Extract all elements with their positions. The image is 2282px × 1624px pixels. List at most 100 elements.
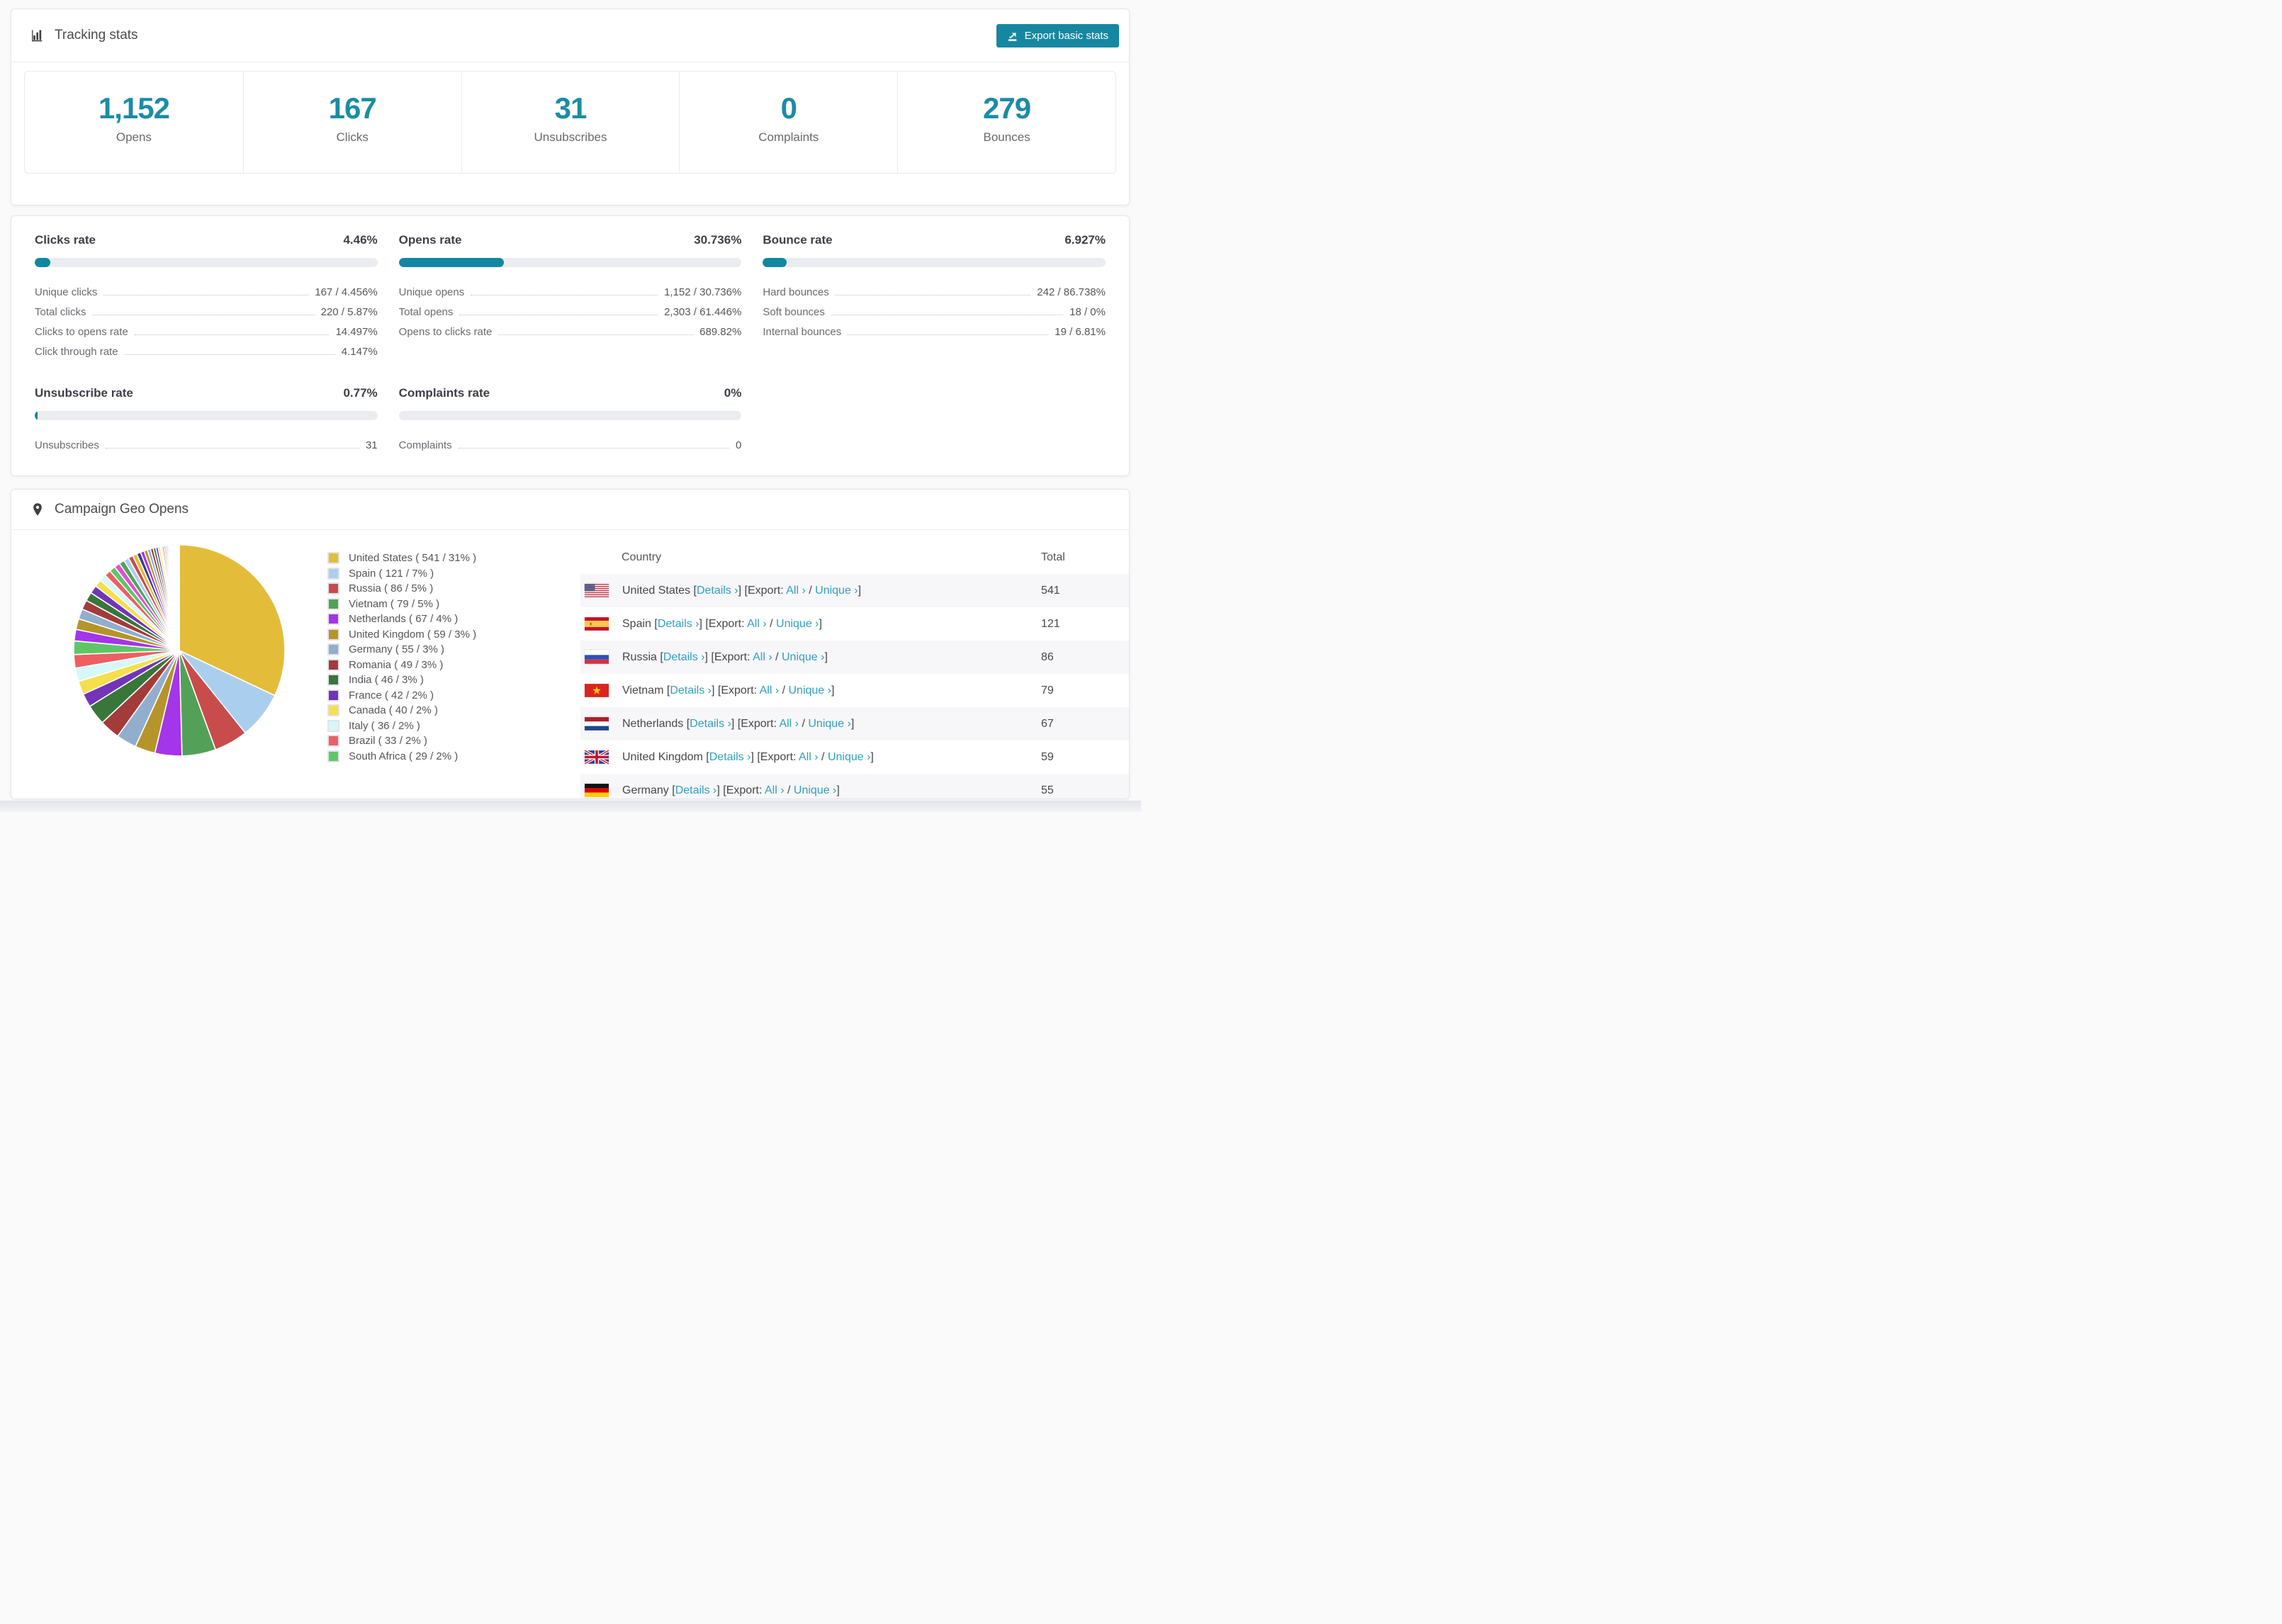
- rate-metric-row: Unique opens 1,152 / 30.736%: [399, 278, 742, 298]
- country-name: Russia: [622, 650, 661, 663]
- stat-label: Clicks: [336, 130, 369, 144]
- stat-label: Opens: [116, 130, 152, 144]
- geo-total-cell: 79: [1041, 684, 1054, 697]
- rate-progress-fill: [763, 258, 787, 267]
- page-bottom-strip: [0, 801, 1141, 812]
- summary-stat-cell: 279 Bounces: [897, 72, 1115, 173]
- export-all-link[interactable]: All ›: [799, 750, 819, 763]
- dotted-leader: [134, 334, 330, 335]
- export-unique-link[interactable]: Unique ›: [782, 650, 825, 663]
- geo-country-cell: Russia [Details ›] [Export: All › / Uniq…: [622, 650, 828, 663]
- export-all-link[interactable]: All ›: [759, 684, 780, 697]
- details-link[interactable]: Details ›: [696, 584, 738, 597]
- rate-metric-value: 31: [365, 439, 378, 451]
- legend-label: Vietnam ( 79 / 5% ): [349, 597, 440, 610]
- rate-progress-bar: [398, 411, 742, 420]
- legend-item: Netherlands ( 67 / 4% ): [327, 611, 476, 627]
- rate-metric-value: 19 / 6.81%: [1055, 326, 1106, 338]
- export-all-link[interactable]: All ›: [747, 617, 767, 630]
- rate-block: Unsubscribe rate 0.77% Unsubscribes 31: [35, 386, 378, 451]
- legend-swatch: [327, 750, 339, 762]
- rate-block: Opens rate 30.736% Unique opens 1,152 / 30.…: [398, 233, 742, 358]
- legend-label: France ( 42 / 2% ): [349, 689, 434, 701]
- rate-metric-value: 4.147%: [341, 346, 378, 358]
- legend-item: Vietnam ( 79 / 5% ): [327, 597, 476, 612]
- rate-progress-fill: [35, 258, 50, 267]
- export-unique-link[interactable]: Unique ›: [815, 584, 858, 597]
- rates-card: Clicks rate 4.46% Unique clicks 167 / 4.456…: [11, 215, 1130, 476]
- legend-swatch: [327, 567, 339, 580]
- details-link[interactable]: Details ›: [670, 684, 712, 697]
- rate-progress-bar: [35, 258, 378, 267]
- geo-col-country: Country: [622, 551, 662, 563]
- legend-item: France ( 42 / 2% ): [327, 688, 476, 704]
- geo-total-cell: 67: [1041, 717, 1054, 730]
- details-link[interactable]: Details ›: [663, 650, 705, 663]
- rate-progress-bar: [398, 258, 742, 267]
- legend-swatch: [327, 597, 339, 610]
- country-name: Germany: [622, 784, 673, 796]
- legend-swatch: [327, 658, 339, 671]
- legend-swatch: [327, 704, 339, 717]
- legend-swatch: [327, 689, 339, 701]
- geo-table-row: United States [Details ›] [Export: All ›…: [580, 574, 1129, 607]
- export-unique-link[interactable]: Unique ›: [808, 717, 851, 730]
- stat-value: 0: [780, 91, 797, 125]
- dotted-leader: [124, 354, 335, 355]
- export-all-link[interactable]: All ›: [753, 650, 772, 663]
- rate-metric-value: 14.497%: [335, 326, 378, 338]
- rate-progress-fill: [398, 258, 505, 267]
- legend-label: Germany ( 55 / 3% ): [349, 643, 445, 656]
- legend-swatch: [327, 552, 339, 565]
- export-all-link[interactable]: All ›: [779, 717, 799, 730]
- export-unique-link[interactable]: Unique ›: [793, 784, 837, 796]
- country-flag-nl: [585, 716, 609, 731]
- rate-title-row: Opens rate 30.736%: [399, 233, 742, 247]
- export-unique-link[interactable]: Unique ›: [788, 684, 831, 697]
- geo-country-cell: Spain [Details ›] [Export: All › / Uniqu…: [622, 617, 822, 630]
- dotted-leader: [848, 334, 1049, 335]
- rate-block: Bounce rate 6.927% Hard bounces 242 / 86.73…: [763, 233, 1106, 358]
- rate-metric-row: Opens to clicks rate 689.82%: [399, 318, 742, 338]
- export-all-link[interactable]: All ›: [764, 784, 785, 796]
- legend-label: Italy ( 36 / 2% ): [349, 719, 420, 732]
- tracking-stats-card: Tracking stats Export basic stats 1,152 O…: [11, 9, 1130, 205]
- rate-title: Clicks rate: [35, 233, 96, 247]
- rate-rows: Complaints 0: [399, 432, 742, 451]
- geo-table-row: Germany [Details ›] [Export: All › / Uni…: [580, 774, 1129, 799]
- country-flag-ru: [585, 650, 609, 665]
- rate-progress-fill: [35, 411, 38, 420]
- legend-label: United States ( 541 / 31% ): [349, 552, 477, 565]
- export-basic-stats-button[interactable]: Export basic stats: [996, 24, 1119, 47]
- rate-metric-value: 1,152 / 30.736%: [664, 286, 742, 298]
- country-name: Netherlands: [622, 717, 687, 730]
- legend-swatch: [327, 582, 339, 595]
- details-link[interactable]: Details ›: [709, 750, 751, 763]
- legend-label: South Africa ( 29 / 2% ): [349, 750, 459, 762]
- export-unique-link[interactable]: Unique ›: [776, 617, 819, 630]
- rate-rows: Hard bounces 242 / 86.738% Soft bounces 18 …: [763, 278, 1106, 338]
- geo-total-cell: 541: [1041, 584, 1060, 597]
- rate-percent: 0.77%: [343, 386, 378, 400]
- details-link[interactable]: Details ›: [690, 717, 731, 730]
- export-unique-link[interactable]: Unique ›: [827, 750, 871, 763]
- geo-table-row: Spain [Details ›] [Export: All › / Uniqu…: [580, 607, 1129, 641]
- export-all-link[interactable]: All ›: [786, 584, 806, 597]
- geo-pie-legend: United States ( 541 / 31% ) Spain ( 121 /…: [327, 551, 476, 764]
- stat-label: Bounces: [983, 130, 1030, 144]
- dotted-leader: [498, 334, 694, 335]
- details-link[interactable]: Details ›: [657, 617, 699, 630]
- dotted-leader: [105, 448, 359, 449]
- country-name: United States: [622, 584, 694, 597]
- rate-metric-value: 242 / 86.738%: [1037, 286, 1106, 298]
- dashboard-page: Tracking stats Export basic stats 1,152 O…: [0, 0, 1141, 812]
- rate-metric-row: Click through rate 4.147%: [35, 338, 378, 358]
- legend-label: United Kingdom ( 59 / 3% ): [349, 628, 477, 641]
- rate-metric-row: Internal bounces 19 / 6.81%: [763, 318, 1106, 338]
- country-flag-de: [585, 783, 609, 798]
- legend-item: South Africa ( 29 / 2% ): [327, 749, 476, 765]
- legend-item: Spain ( 121 / 7% ): [327, 566, 476, 582]
- geo-table-header: Country Total: [580, 529, 1129, 574]
- details-link[interactable]: Details ›: [675, 784, 717, 796]
- legend-label: Romania ( 49 / 3% ): [349, 658, 444, 671]
